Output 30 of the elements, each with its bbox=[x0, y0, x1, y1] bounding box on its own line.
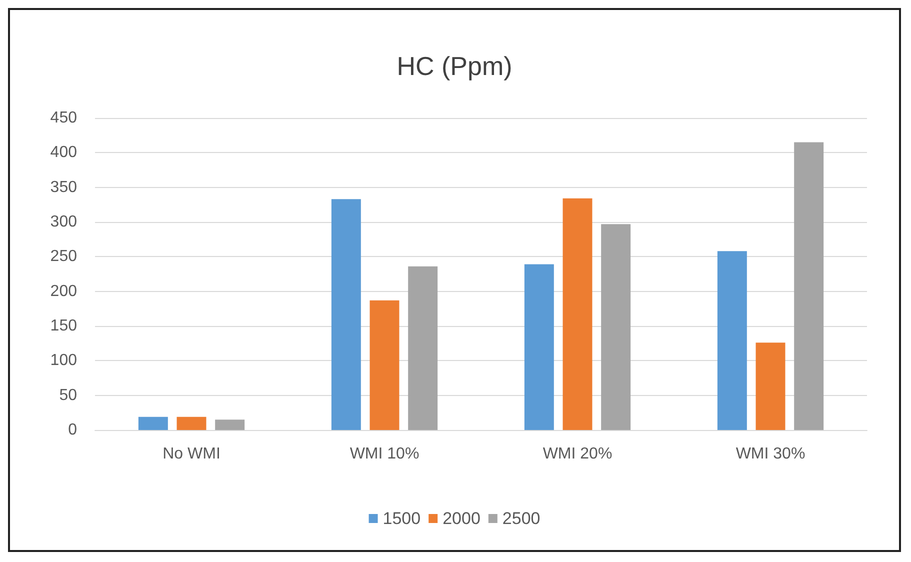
legend-label: 2000 bbox=[442, 509, 480, 528]
bar bbox=[331, 199, 361, 430]
y-tick-label: 50 bbox=[59, 386, 78, 404]
bar bbox=[215, 420, 245, 430]
y-tick-label: 350 bbox=[50, 178, 78, 196]
bar bbox=[176, 416, 206, 430]
bar bbox=[370, 300, 400, 430]
bar bbox=[524, 264, 554, 430]
chart-title: HC (Ppm) bbox=[396, 51, 512, 81]
bar bbox=[408, 266, 438, 430]
legend-label: 2500 bbox=[502, 509, 540, 528]
y-tick-label: 0 bbox=[68, 422, 78, 438]
x-tick-label: No WMI bbox=[162, 446, 220, 462]
x-tick-label: WMI 10% bbox=[350, 446, 420, 462]
x-tick-label: WMI 30% bbox=[736, 446, 806, 462]
y-tick-label: 150 bbox=[50, 318, 78, 334]
bar bbox=[794, 142, 824, 430]
bar bbox=[601, 224, 631, 430]
y-tick-label: 100 bbox=[50, 352, 78, 370]
y-tick-label: 400 bbox=[50, 144, 78, 162]
bar bbox=[562, 198, 592, 430]
legend-label: 1500 bbox=[382, 509, 421, 528]
x-tick-label: WMI 20% bbox=[542, 446, 612, 462]
y-tick-label: 450 bbox=[50, 110, 78, 126]
bar bbox=[717, 251, 747, 430]
bar bbox=[138, 416, 168, 430]
y-tick-label: 200 bbox=[50, 282, 78, 300]
bar bbox=[756, 342, 786, 430]
y-tick-label: 250 bbox=[50, 248, 78, 266]
y-tick-label: 300 bbox=[50, 214, 78, 230]
